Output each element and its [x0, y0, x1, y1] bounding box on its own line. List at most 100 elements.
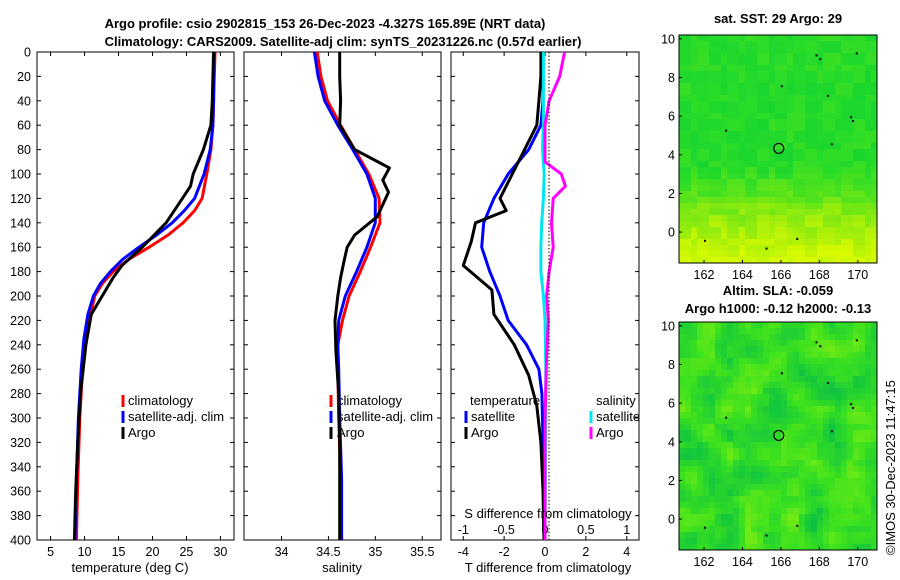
map-cell [823, 424, 830, 431]
map-cell [847, 35, 854, 42]
map-cell [709, 101, 716, 108]
map-cell [679, 113, 686, 120]
map-cell [721, 257, 728, 263]
map-cell [835, 155, 842, 162]
map-cell [745, 41, 752, 48]
map-cell [859, 484, 866, 491]
map-cell [781, 53, 788, 60]
map-cell [847, 406, 854, 413]
map-cell [727, 526, 734, 533]
x-tick-label: 2 [582, 545, 589, 559]
map-cell [703, 460, 710, 467]
map-cell [715, 388, 722, 395]
map-cell [835, 119, 842, 126]
map-cell [835, 245, 842, 252]
map-cell [871, 520, 877, 527]
map-cell [841, 370, 848, 377]
map-cell [835, 113, 842, 120]
map-cell [751, 77, 758, 84]
map-cell [775, 412, 782, 419]
map-cell [739, 221, 746, 228]
map-cell [787, 460, 794, 467]
map-cell [871, 227, 877, 234]
map-cell [817, 370, 824, 377]
map-cell [697, 113, 704, 120]
map-cell [685, 334, 692, 341]
sst-heatmap [679, 35, 877, 263]
map-cell [727, 472, 734, 479]
map-cell [769, 221, 776, 228]
map-cell [817, 251, 824, 258]
map-cell [793, 496, 800, 503]
map-cell [709, 47, 716, 54]
map-cell [787, 215, 794, 222]
map-cell [811, 472, 818, 479]
map-cell [703, 412, 710, 419]
map-cell [835, 221, 842, 228]
map-cell [793, 454, 800, 461]
map-cell [769, 466, 776, 473]
map-cell [739, 508, 746, 515]
map-cell [841, 328, 848, 335]
map-cell [763, 59, 770, 66]
map-cell [871, 526, 877, 533]
map-cell [775, 125, 782, 132]
map-cell [679, 448, 686, 455]
map-cell [865, 442, 872, 449]
map-cell [811, 466, 818, 473]
map-cell [853, 322, 860, 329]
map-cell [685, 41, 692, 48]
map-cell [817, 227, 824, 234]
map-cell [805, 448, 812, 455]
map-cell [775, 227, 782, 234]
map-cell [841, 532, 848, 539]
map-cell [799, 430, 806, 437]
map-cell [733, 89, 740, 96]
map-cell [751, 191, 758, 198]
map-cell [781, 472, 788, 479]
map-cell [709, 484, 716, 491]
map-cell [685, 149, 692, 156]
map-cell [721, 221, 728, 228]
map-cell [745, 221, 752, 228]
map-cell [697, 370, 704, 377]
map-cell [715, 382, 722, 389]
map-cell [781, 113, 788, 120]
map-cell [763, 364, 770, 371]
map-cell [763, 71, 770, 78]
map-cell [853, 460, 860, 467]
map-cell [829, 239, 836, 246]
map-cell [829, 442, 836, 449]
map-cell [733, 484, 740, 491]
map-cell [805, 514, 812, 521]
map-cell [733, 185, 740, 192]
map-cell [769, 406, 776, 413]
map-cell [835, 442, 842, 449]
map-cell [829, 131, 836, 138]
map-cell [793, 466, 800, 473]
map-cell [775, 35, 782, 42]
map-cell [781, 227, 788, 234]
map-cell [721, 412, 728, 419]
map-cell [835, 328, 842, 335]
map-cell [721, 526, 728, 533]
map-cell [751, 101, 758, 108]
map-cell [769, 173, 776, 180]
map-cell [811, 227, 818, 234]
map-cell [739, 460, 746, 467]
map-cell [841, 65, 848, 72]
island-marker [765, 534, 768, 537]
map-y-tick-label: 8 [668, 358, 675, 372]
map-cell [853, 155, 860, 162]
legend-label-argo: Argo [128, 425, 155, 440]
map-cell [679, 346, 686, 353]
map-cell [709, 95, 716, 102]
map-cell [685, 448, 692, 455]
map-cell [775, 484, 782, 491]
map-cell [685, 77, 692, 84]
map-cell [685, 406, 692, 413]
map-cell [691, 197, 698, 204]
map-cell [691, 358, 698, 365]
map-cell [763, 149, 770, 156]
map-cell [721, 472, 728, 479]
